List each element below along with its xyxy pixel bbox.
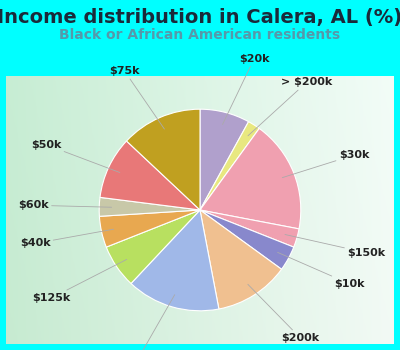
- Text: $150k: $150k: [285, 234, 385, 258]
- Text: $10k: $10k: [278, 252, 365, 289]
- Wedge shape: [100, 141, 200, 210]
- Wedge shape: [200, 109, 248, 210]
- Wedge shape: [200, 122, 259, 210]
- Text: $40k: $40k: [20, 229, 114, 248]
- Text: $75k: $75k: [110, 66, 164, 129]
- Text: $125k: $125k: [32, 259, 127, 303]
- Wedge shape: [200, 210, 282, 309]
- Text: Income distribution in Calera, AL (%): Income distribution in Calera, AL (%): [0, 7, 400, 27]
- Text: $20k: $20k: [222, 54, 269, 125]
- Text: $30k: $30k: [282, 150, 369, 178]
- Wedge shape: [99, 210, 200, 247]
- Wedge shape: [126, 109, 200, 210]
- Text: > $200k: > $200k: [248, 77, 332, 136]
- Text: $200k: $200k: [248, 284, 319, 343]
- Wedge shape: [200, 128, 301, 229]
- Text: $50k: $50k: [31, 140, 120, 173]
- Text: $60k: $60k: [18, 200, 112, 210]
- Wedge shape: [200, 210, 294, 269]
- Wedge shape: [131, 210, 219, 311]
- Wedge shape: [106, 210, 200, 284]
- Wedge shape: [99, 197, 200, 216]
- Text: City-Data.com: City-Data.com: [253, 85, 327, 95]
- Text: Black or African American residents: Black or African American residents: [60, 28, 340, 42]
- Text: $100k: $100k: [118, 295, 175, 350]
- Wedge shape: [200, 210, 299, 247]
